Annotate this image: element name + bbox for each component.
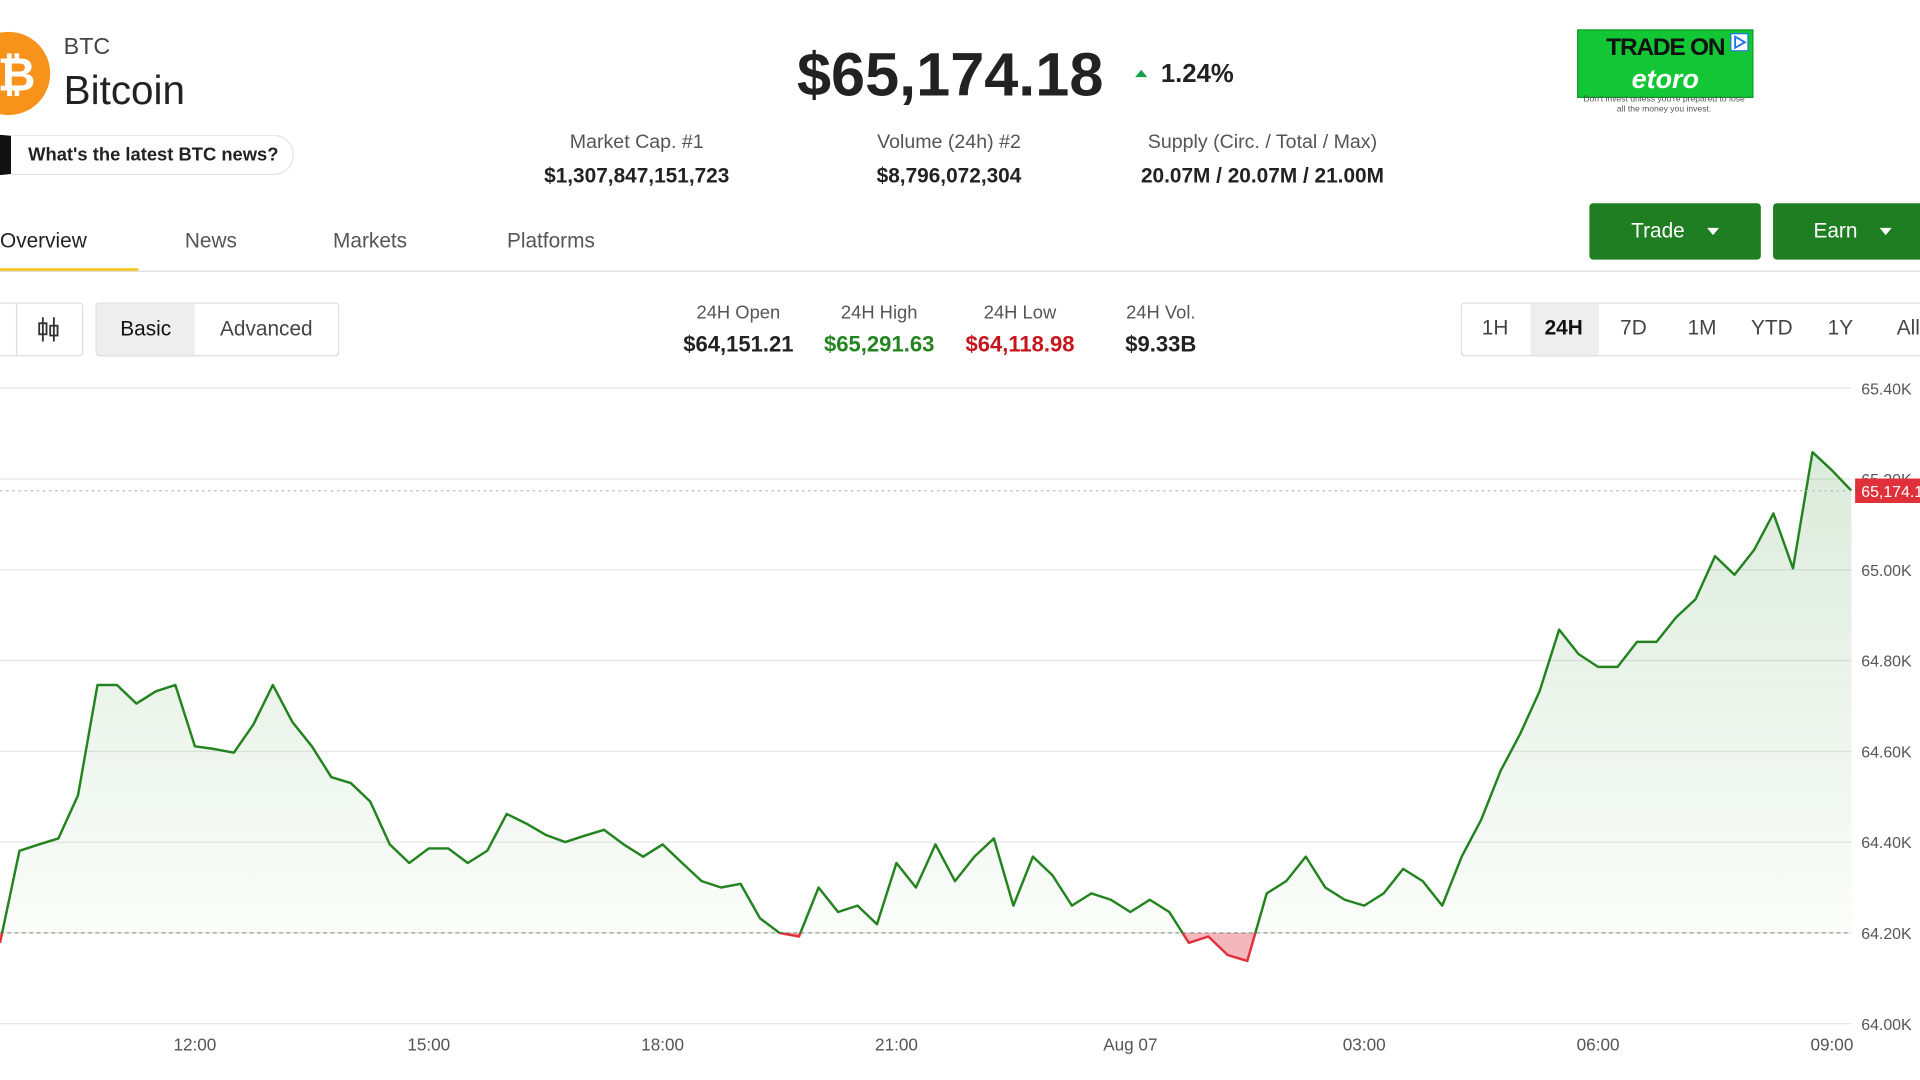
price-area	[0, 452, 1852, 961]
y-tick-label: 65.40K	[1861, 381, 1912, 398]
day-stat-value: $64,118.98	[965, 331, 1075, 357]
day-stat-label: 24H High	[840, 302, 918, 324]
button-label: Earn	[1813, 219, 1858, 243]
btc-logo	[0, 31, 51, 116]
earn-button[interactable]: Earn	[1773, 203, 1920, 260]
button-label: Trade	[1631, 219, 1685, 243]
ad-banner[interactable]: TRADE ON etoro	[1577, 29, 1754, 98]
x-tick-label: 03:00	[1343, 1035, 1386, 1055]
day-stat-value: $9.33B	[1125, 331, 1197, 357]
timeframe[interactable]: YTD	[1751, 315, 1793, 340]
tab[interactable]: Platforms	[506, 228, 595, 253]
btc-logo-mark: ₿	[0, 49, 35, 101]
tab-underline	[0, 268, 139, 272]
tab[interactable]: News	[184, 228, 237, 253]
view-toggle: Basic Advanced	[95, 302, 340, 357]
x-tick-label: 06:00	[1577, 1035, 1620, 1055]
timeframe[interactable]: All	[1896, 315, 1920, 340]
y-tick-label: 64.60K	[1861, 744, 1912, 761]
advanced-mode[interactable]: Advanced	[220, 317, 313, 341]
stat-value: $8,796,072,304	[876, 164, 1022, 188]
news-button[interactable]: What's the latest BTC news?	[0, 134, 294, 176]
price-line	[0, 450, 1853, 963]
stat-label: Market Cap. #1	[569, 132, 704, 154]
x-tick-label: 18:00	[641, 1035, 684, 1055]
candle-icon	[38, 317, 59, 342]
x-tick-label: 15:00	[407, 1035, 450, 1055]
chart-style-button[interactable]	[0, 302, 84, 357]
timeframe-group	[1460, 302, 1920, 357]
tab[interactable]: Markets	[333, 228, 408, 253]
x-tick-label: 21:00	[875, 1035, 918, 1055]
price-tag	[1855, 478, 1920, 503]
timeframe[interactable]: 1M	[1687, 315, 1717, 340]
ad-icon	[1730, 33, 1749, 52]
timeframe[interactable]: 7D	[1620, 315, 1647, 340]
day-stat-value: $65,291.63	[824, 331, 935, 357]
timeframe[interactable]: 24H	[1544, 315, 1583, 340]
stat-label: Volume (24h) #2	[877, 132, 1021, 154]
change: 1.24%	[1160, 60, 1234, 89]
up-arrow	[1135, 69, 1148, 78]
tab[interactable]: Overview	[0, 228, 87, 253]
caret	[1706, 227, 1720, 236]
timeframe[interactable]: 1Y	[1827, 315, 1854, 340]
x-tick-label: 09:00	[1811, 1035, 1854, 1055]
y-tick-label: 64.40K	[1861, 835, 1912, 852]
ad-disclaimer: Don't invest unless you're prepared to l…	[1583, 95, 1745, 114]
price: $65,174.18	[796, 40, 1104, 109]
x-tick-label: 12:00	[173, 1035, 216, 1055]
timeframe[interactable]: 1H	[1481, 315, 1509, 340]
basic-mode[interactable]: Basic	[96, 303, 195, 356]
divider	[0, 270, 1920, 272]
separator	[15, 303, 18, 356]
x-tick-label: Aug 07	[1103, 1035, 1157, 1055]
timeframe-selected	[1530, 303, 1600, 356]
coin-name: Bitcoin	[63, 67, 185, 113]
stat-value: 20.07M / 20.07M / 21.00M	[1140, 164, 1384, 188]
y-tick-label: 64.80K	[1861, 654, 1912, 671]
y-tick-label: 65.00K	[1861, 563, 1912, 580]
day-stat-value: $64,151.21	[683, 331, 794, 357]
symbol: BTC	[63, 34, 111, 61]
y-tick-label: 64.20K	[1861, 926, 1912, 943]
ad-brand: etoro	[1631, 63, 1699, 95]
y-tick-label: 64.00K	[1861, 1017, 1912, 1034]
price-tag-label: 65,174.1	[1861, 484, 1920, 501]
ad-headline: TRADE ON	[1606, 34, 1725, 62]
caret	[1879, 227, 1892, 236]
stat-value: $1,307,847,151,723	[544, 164, 730, 188]
day-stat-label: 24H Open	[696, 302, 781, 324]
trade-button[interactable]: Trade	[1589, 203, 1761, 260]
stat-label: Supply (Circ. / Total / Max)	[1147, 132, 1378, 154]
day-stat-label: 24H Low	[983, 302, 1057, 324]
day-stat-label: 24H Vol.	[1126, 302, 1196, 324]
